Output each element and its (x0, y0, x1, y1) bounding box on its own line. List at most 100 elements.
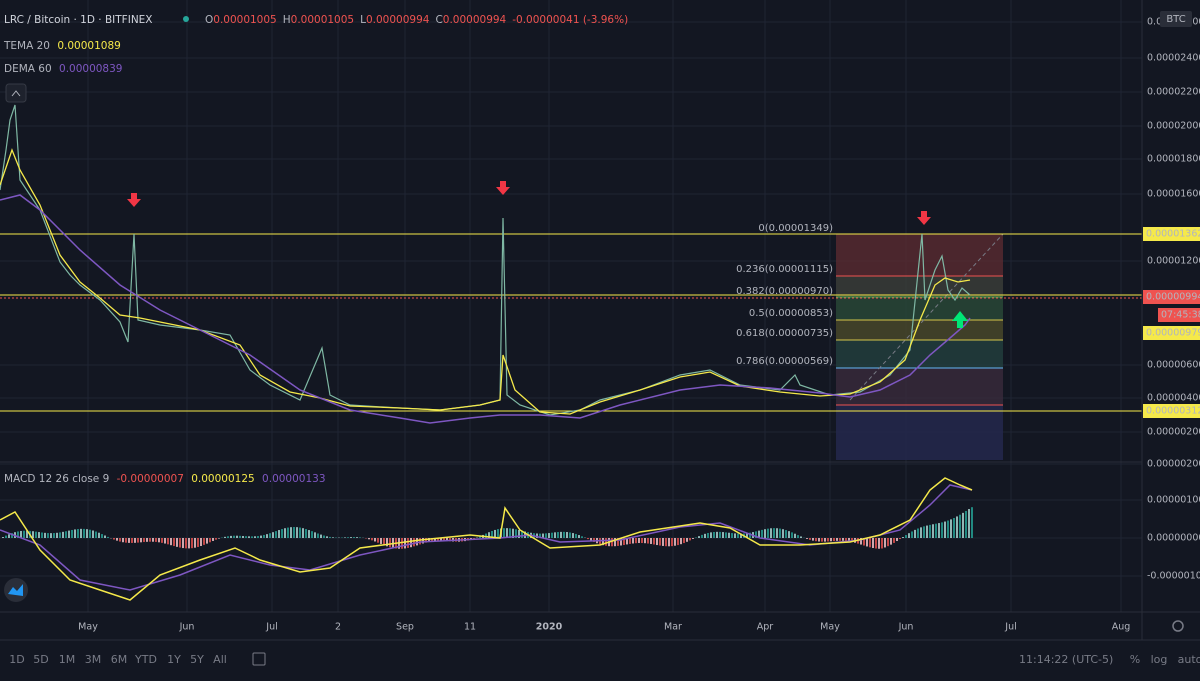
histogram-bar (647, 538, 649, 544)
range-button[interactable]: 1M (59, 653, 76, 666)
scale-button[interactable]: auto (1178, 653, 1200, 666)
histogram-bar (119, 538, 121, 542)
histogram-bar (422, 538, 424, 544)
histogram-bar (956, 516, 958, 538)
settings-button[interactable] (1172, 620, 1184, 632)
histogram-bar (266, 534, 268, 538)
histogram-bar (200, 538, 202, 547)
macd-axis-label: 0.00000200 (1147, 459, 1200, 470)
histogram-bar (299, 527, 301, 538)
macd-value: -0.00000007 (117, 473, 184, 485)
fib-zone (836, 340, 1003, 368)
time-label: Aug (1112, 622, 1131, 633)
macd-value: 0.00000133 (262, 473, 325, 485)
range-button[interactable]: 5Y (190, 653, 204, 666)
price-label: 0.00002400 (1147, 53, 1200, 64)
price-label: 0.00001200 (1147, 256, 1200, 267)
range-button[interactable]: 6M (111, 653, 128, 666)
histogram-bar (344, 537, 346, 538)
histogram-bar (755, 531, 757, 538)
histogram-bar (158, 538, 160, 543)
histogram-bar (251, 536, 253, 538)
histogram-bar (839, 538, 841, 541)
histogram-bar (194, 538, 196, 548)
histogram-bar (218, 538, 220, 539)
ohlc-label: H (283, 14, 291, 26)
histogram-bar (272, 532, 274, 538)
histogram-bar (602, 538, 604, 546)
histogram-bar (671, 538, 673, 547)
histogram-bar (635, 538, 637, 544)
histogram-bar (503, 528, 505, 538)
histogram-bar (590, 538, 592, 541)
histogram-bar (890, 538, 892, 545)
histogram-bar (731, 533, 733, 538)
histogram-bar (845, 538, 847, 542)
histogram-bar (653, 538, 655, 545)
tema-line (0, 148, 971, 415)
histogram-bar (311, 531, 313, 538)
indicator-name: TEMA 20 (3, 40, 50, 52)
histogram-bar (410, 538, 412, 548)
range-button[interactable]: 1D (9, 653, 24, 666)
fib-label: 0.5(0.00000853) (749, 308, 833, 319)
histogram-bar (824, 538, 826, 542)
histogram-bar (290, 527, 292, 538)
range-button[interactable]: 3M (85, 653, 102, 666)
histogram-bar (623, 538, 625, 545)
histogram-bar (539, 533, 541, 538)
histogram-bar (170, 538, 172, 546)
histogram-bar (713, 531, 715, 538)
histogram-bar (614, 538, 616, 547)
histogram-bar (905, 535, 907, 538)
histogram-bar (248, 536, 250, 538)
histogram-bar (734, 533, 736, 538)
time-label: May (820, 622, 840, 633)
ohlc-value: 0.00000994 (366, 14, 430, 26)
range-button[interactable]: All (213, 653, 227, 666)
scale-button[interactable]: % (1130, 653, 1140, 666)
histogram-bar (95, 531, 97, 538)
histogram-bar (749, 532, 751, 538)
range-button[interactable]: YTD (134, 653, 157, 666)
histogram-bar (788, 531, 790, 538)
histogram-bar (215, 538, 217, 540)
range-button[interactable]: 1Y (167, 653, 181, 666)
histogram-bar (878, 538, 880, 549)
histogram-bar (101, 534, 103, 538)
histogram-bar (638, 538, 640, 544)
date-range-button[interactable] (252, 652, 266, 666)
collapse-button[interactable] (5, 83, 27, 103)
histogram-bar (941, 522, 943, 538)
histogram-bar (437, 538, 439, 541)
histogram-bar (326, 536, 328, 538)
histogram-bar (146, 538, 148, 542)
histogram-bar (836, 538, 838, 541)
dema-line (0, 194, 971, 424)
histogram-bar (32, 531, 34, 538)
range-button[interactable]: 5D (33, 653, 48, 666)
histogram-bar (443, 538, 445, 541)
histogram-bar (881, 538, 883, 549)
histogram-bar (860, 538, 862, 545)
histogram-bar (254, 536, 256, 538)
histogram-bar (950, 519, 952, 538)
histogram-bar (914, 529, 916, 538)
histogram-bar (644, 538, 646, 544)
histogram-bar (746, 533, 748, 538)
histogram-bar (353, 537, 355, 538)
histogram-bar (440, 538, 442, 541)
histogram-bar (842, 538, 844, 541)
scale-button[interactable]: log (1151, 653, 1168, 666)
histogram-bar (917, 528, 919, 538)
time-label: 11 (464, 622, 476, 633)
histogram-bar (140, 538, 142, 543)
histogram-bar (92, 530, 94, 538)
histogram-bar (521, 530, 523, 538)
macd-axis-label: 0.00000000 (1147, 533, 1200, 544)
time-label: Jul (265, 622, 277, 633)
histogram-bar (350, 537, 352, 538)
histogram-bar (257, 536, 259, 538)
histogram-bar (308, 530, 310, 538)
